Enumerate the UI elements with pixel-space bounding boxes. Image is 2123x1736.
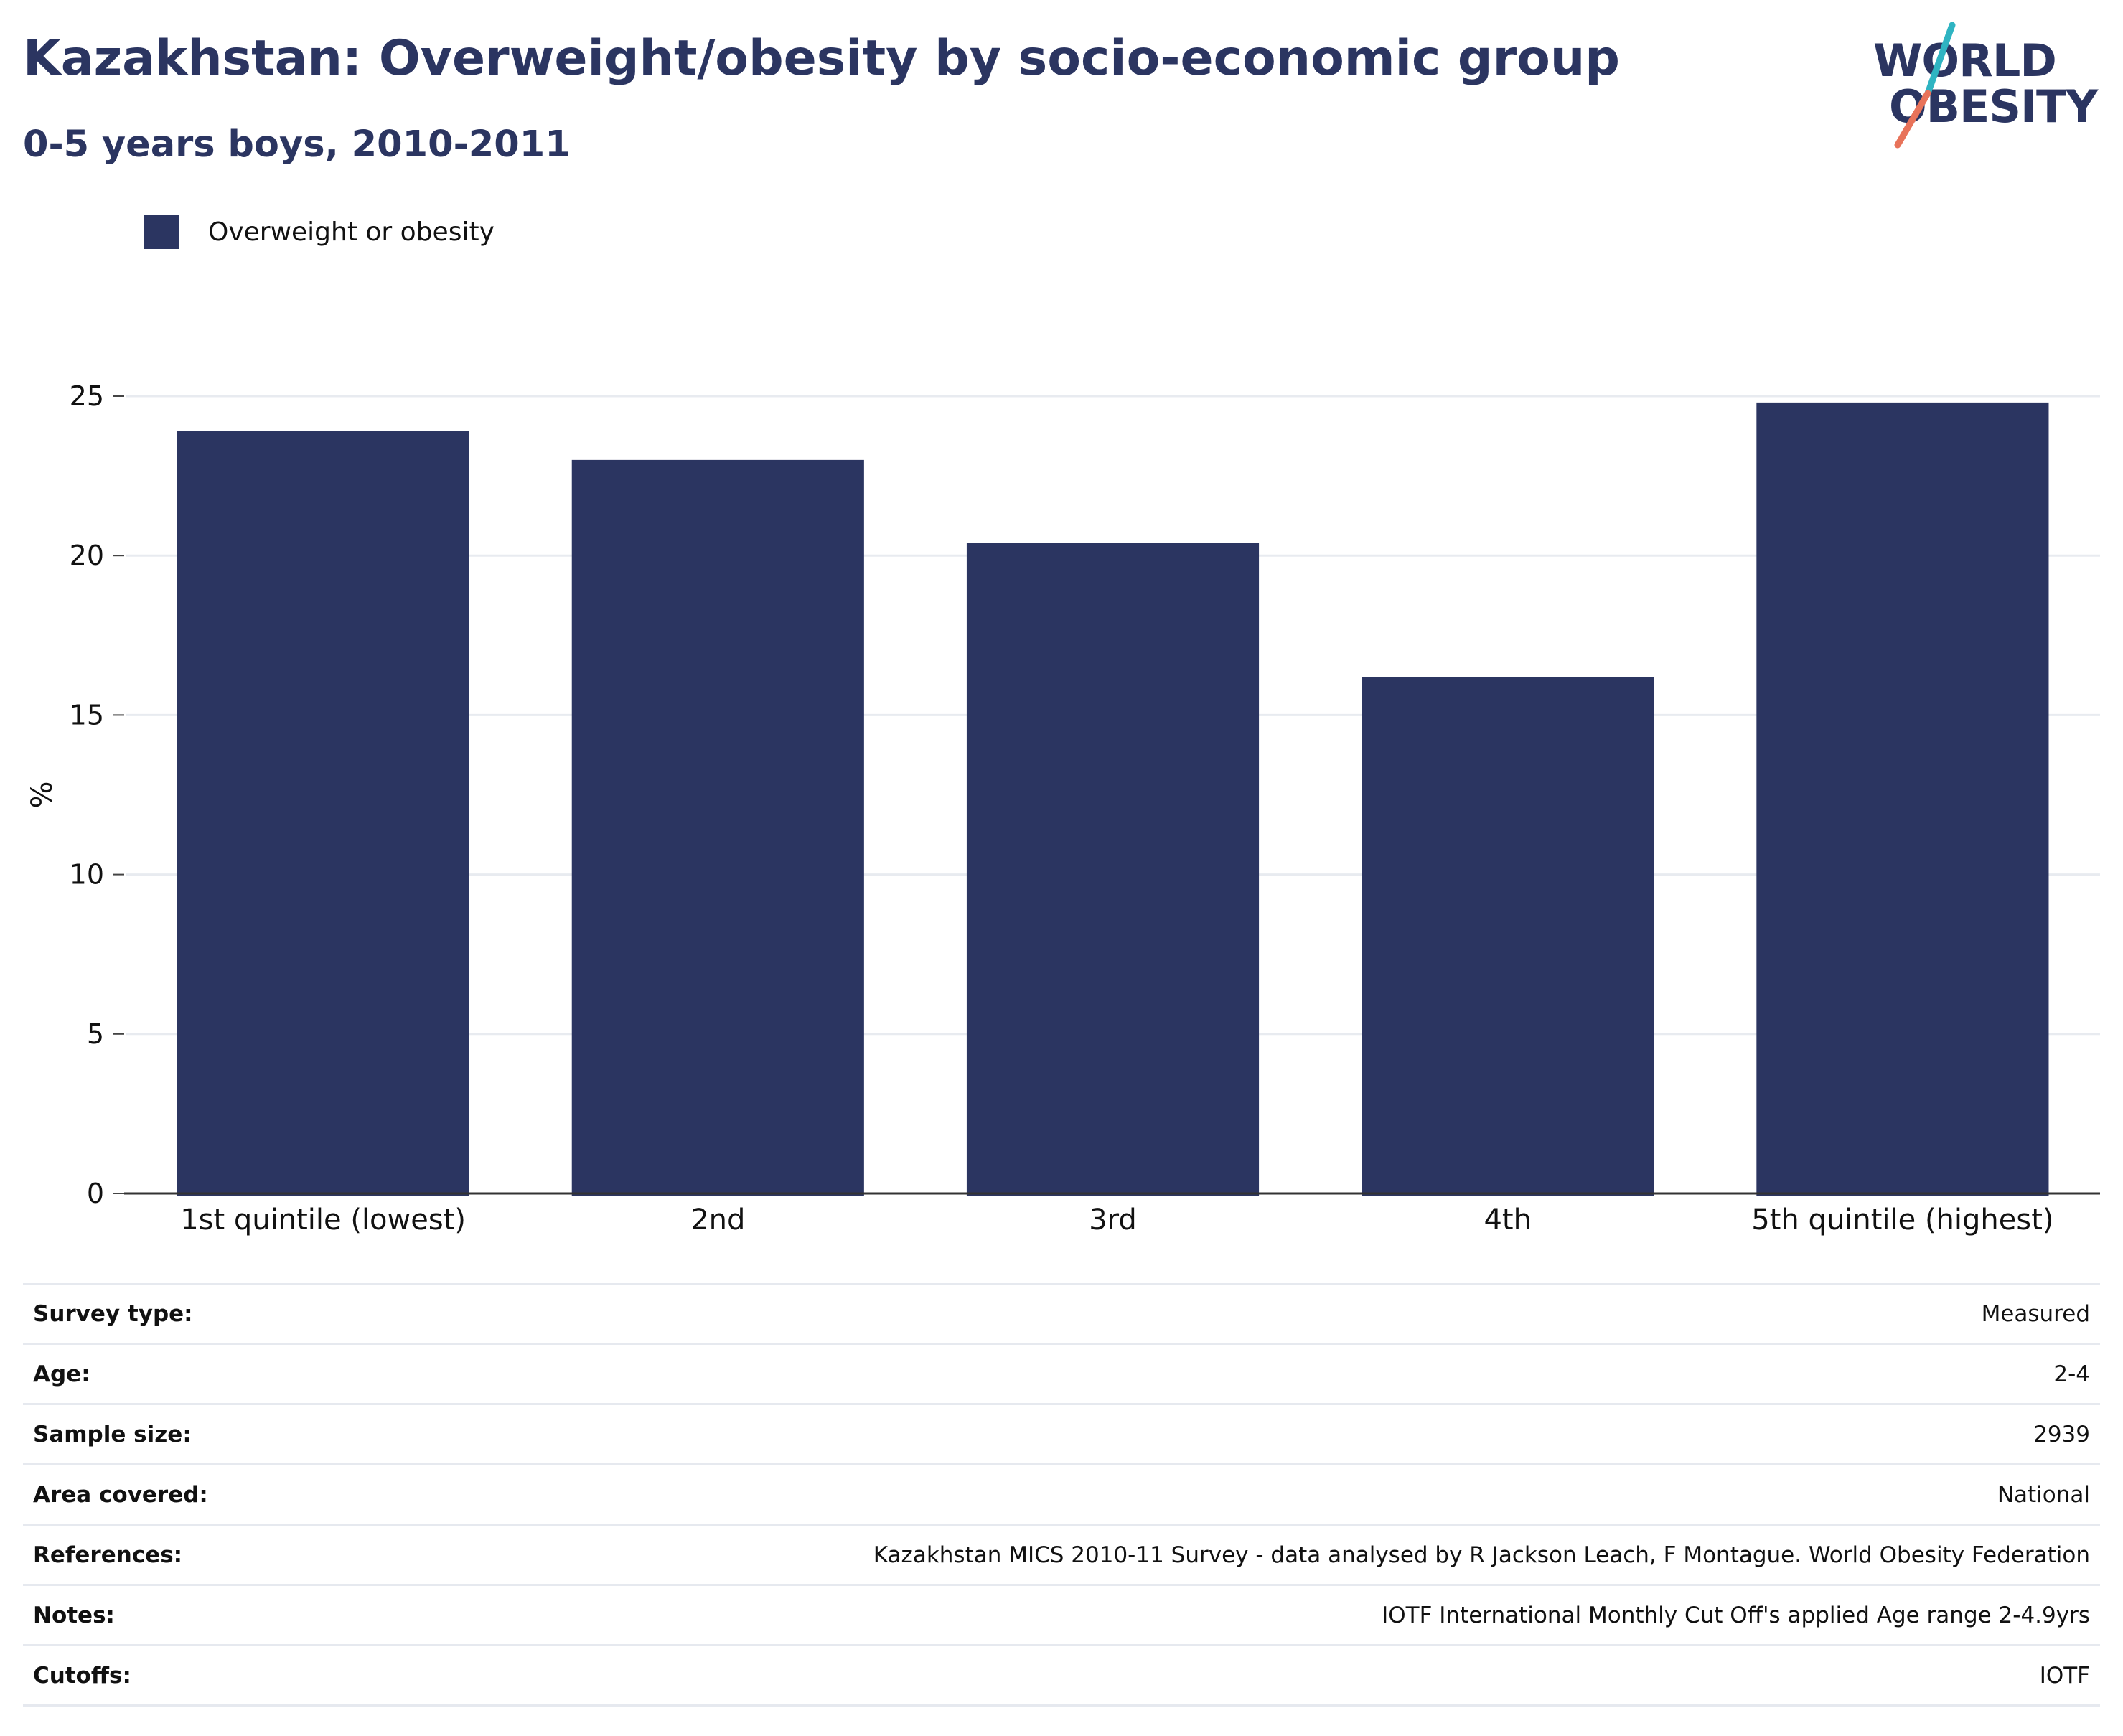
logo-line-2: OBESITY	[1889, 80, 2098, 133]
details-label: Notes:	[33, 1602, 115, 1628]
y-tick-label: 5	[87, 1018, 104, 1050]
details-row: Survey type: Measured	[23, 1285, 2100, 1345]
y-tick-label: 10	[70, 859, 104, 891]
details-value: IOTF	[2039, 1662, 2090, 1689]
x-tick-label: 1st quintile (lowest)	[180, 1204, 466, 1237]
bar-chart: 0 5 10 15 20 25% 1st quintile (lowest) 2nd 3rd 4t…	[26, 380, 2100, 1237]
bar	[177, 431, 469, 1196]
details-label: Area covered:	[33, 1481, 208, 1508]
details-row: Cutoffs: IOTF	[23, 1646, 2100, 1707]
y-tick-label: 20	[70, 540, 104, 571]
details-label: Survey type:	[33, 1300, 193, 1327]
x-tick-label: 3rd	[1089, 1204, 1137, 1237]
details-value: Measured	[1981, 1300, 2090, 1327]
y-tick-label: 25	[70, 380, 104, 412]
y-tick-label: 15	[70, 699, 104, 731]
details-value: IOTF International Monthly Cut Off's app…	[1382, 1602, 2090, 1628]
x-tick-label: 5th quintile (highest)	[1751, 1204, 2053, 1237]
chart-legend: Overweight or obesity	[144, 214, 495, 250]
survey-details-table: Survey type: Measured Age: 2-4 Sample size: 2…	[23, 1283, 2100, 1707]
bar	[1362, 677, 1654, 1196]
y-tick-label: 0	[87, 1178, 104, 1209]
details-row: References: Kazakhstan MICS 2010-11 Surve…	[23, 1526, 2100, 1586]
world-obesity-logo: WORLD OBESITY	[1873, 22, 2110, 151]
bar	[1756, 402, 2049, 1197]
chart-title: Kazakhstan: Overweight/obesity by socio-…	[23, 30, 1620, 87]
legend-label: Overweight or obesity	[208, 217, 495, 247]
chart-subtitle: 0-5 years boys, 2010-2011	[23, 123, 571, 166]
details-label: Cutoffs:	[33, 1662, 131, 1689]
y-axis-label: %	[26, 781, 59, 808]
details-row: Area covered: National	[23, 1465, 2100, 1526]
details-value: 2939	[2033, 1421, 2090, 1448]
bar	[571, 459, 864, 1196]
details-label: Sample size:	[33, 1421, 192, 1448]
legend-swatch	[144, 215, 179, 249]
details-row: Sample size: 2939	[23, 1405, 2100, 1465]
details-value: 2-4	[2053, 1361, 2090, 1387]
details-row: Age: 2-4	[23, 1345, 2100, 1405]
x-tick-label: 2nd	[690, 1204, 745, 1237]
bar	[966, 543, 1260, 1196]
logo-slash-icon	[1894, 22, 1956, 149]
details-row: Notes: IOTF International Monthly Cut Off…	[23, 1586, 2100, 1646]
logo-line-1: WORLD	[1873, 34, 2057, 87]
details-value: National	[1997, 1481, 2090, 1508]
details-label: References:	[33, 1542, 183, 1568]
x-tick-label: 4th	[1484, 1204, 1531, 1237]
details-label: Age:	[33, 1361, 90, 1387]
details-value: Kazakhstan MICS 2010-11 Survey - data an…	[873, 1542, 2090, 1568]
